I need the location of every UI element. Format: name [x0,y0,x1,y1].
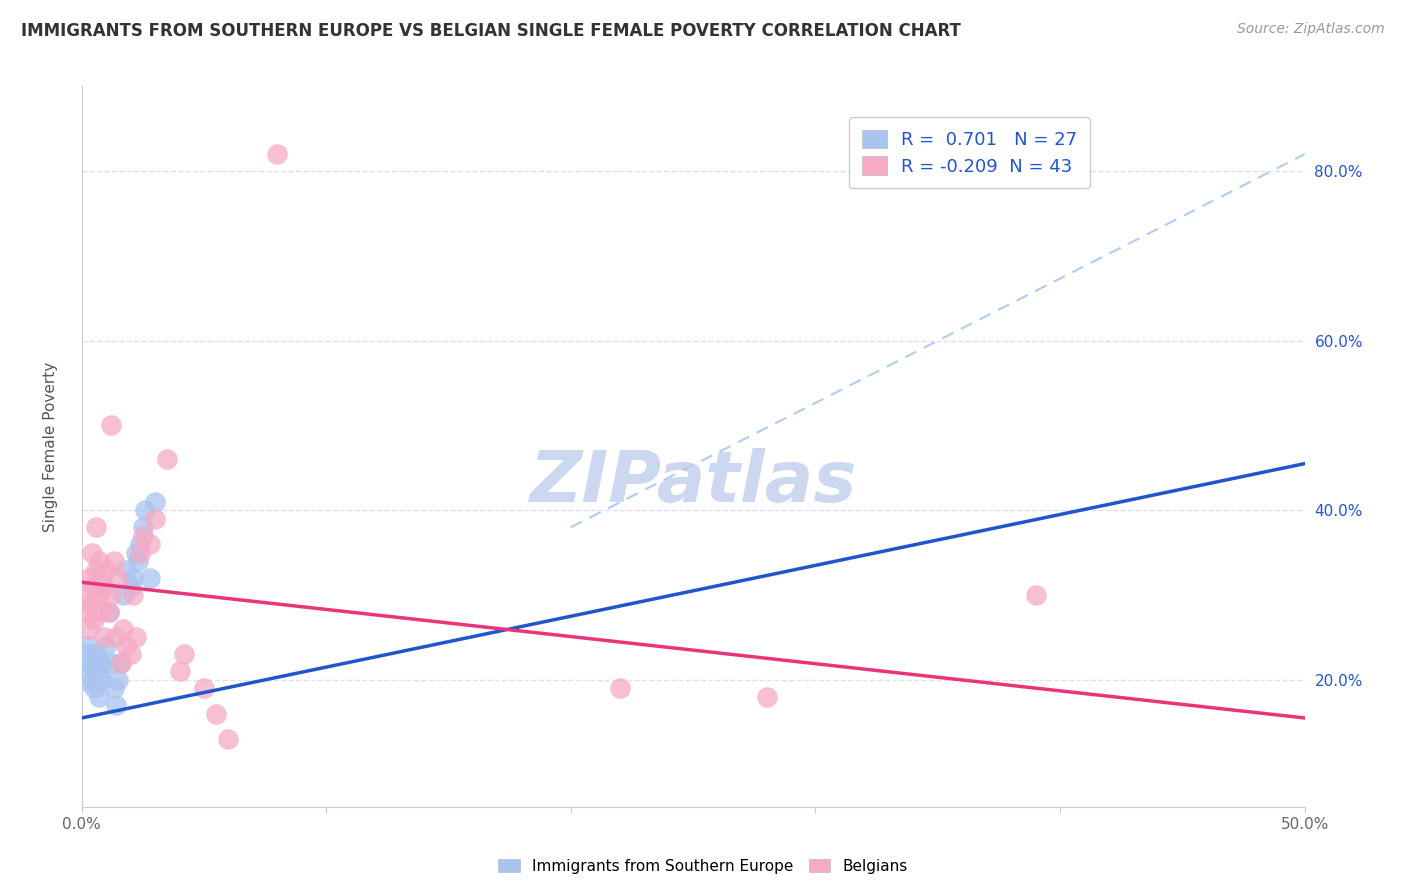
Point [86,648,108,662]
Point [80,673,103,687]
Point [87,690,110,704]
Point [96,639,118,653]
Point [110,656,132,670]
Point [143,512,166,526]
Point [77,656,100,670]
Point [86,520,108,534]
Point [122,588,145,602]
Point [107,673,129,687]
Text: ZIPatlas: ZIPatlas [530,448,856,517]
Point [132,520,155,534]
Point [120,648,142,662]
Point [100,588,122,602]
Point [173,648,195,662]
Point [80,597,103,611]
Point [76,605,98,619]
Point [114,563,136,577]
Point [266,147,288,161]
Point [83,614,105,628]
Point [129,537,152,551]
Point [97,605,120,619]
Point [103,681,125,696]
Point [90,656,112,670]
Point [90,571,112,585]
Point [90,605,112,619]
Point [205,706,228,721]
Point [77,639,100,653]
Point [112,622,135,636]
Point [122,571,145,585]
Point [103,554,125,568]
Point [134,503,156,517]
Point [124,546,146,560]
Point [104,631,127,645]
Legend: R =  0.701   N = 27, R = -0.209  N = 43: R = 0.701 N = 27, R = -0.209 N = 43 [849,117,1090,188]
Point [77,571,100,585]
Point [112,588,135,602]
Point [76,660,98,674]
Point [1025,588,1047,602]
Point [96,563,118,577]
Point [100,418,122,433]
Point [76,588,98,602]
Text: Source: ZipAtlas.com: Source: ZipAtlas.com [1237,22,1385,37]
Y-axis label: Single Female Poverty: Single Female Poverty [44,361,58,532]
Point [90,673,112,687]
Point [129,546,152,560]
Point [104,698,127,713]
Point [83,665,105,679]
Point [86,563,108,577]
Point [143,495,166,509]
Point [193,681,215,696]
Point [87,554,110,568]
Point [93,631,115,645]
Point [110,656,132,670]
Point [97,605,120,619]
Point [132,529,155,543]
Point [755,690,778,704]
Point [127,554,149,568]
Point [83,580,105,594]
Point [100,656,122,670]
Point [87,588,110,602]
Point [169,665,191,679]
Point [139,537,162,551]
Point [120,580,142,594]
Point [80,546,103,560]
Point [107,571,129,585]
Point [93,580,115,594]
Point [77,622,100,636]
Point [124,631,146,645]
Point [609,681,631,696]
Legend: Immigrants from Southern Europe, Belgians: Immigrants from Southern Europe, Belgian… [492,853,914,880]
Text: IMMIGRANTS FROM SOUTHERN EUROPE VS BELGIAN SINGLE FEMALE POVERTY CORRELATION CHA: IMMIGRANTS FROM SOUTHERN EUROPE VS BELGI… [21,22,960,40]
Point [218,732,240,747]
Point [114,639,136,653]
Point [139,571,162,585]
Point [83,681,105,696]
Point [156,452,179,467]
